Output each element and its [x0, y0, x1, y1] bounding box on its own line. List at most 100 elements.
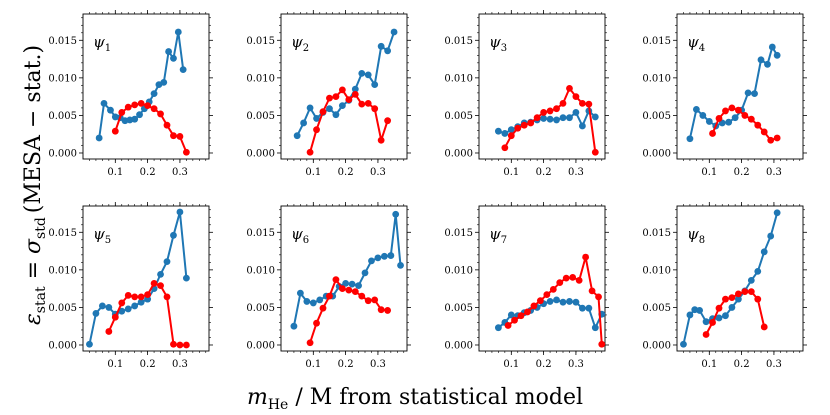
red-point: [767, 136, 775, 144]
blue-point: [546, 115, 554, 123]
y-tick-label: 0.015: [246, 228, 275, 239]
red-point: [338, 285, 346, 293]
red-point: [364, 100, 372, 107]
blue-point: [507, 126, 515, 134]
red-series-line: [114, 102, 188, 153]
red-point: [313, 126, 320, 134]
blue-point: [387, 252, 395, 259]
panel-label: ψ6: [291, 225, 309, 246]
red-series-line: [507, 256, 603, 345]
blue-point: [572, 298, 580, 306]
blue-point: [150, 90, 158, 98]
blue-point: [760, 248, 768, 256]
panel-frame: [676, 13, 804, 160]
y-tick-label: 0.000: [444, 340, 473, 351]
y-tick-label: 0.015: [246, 36, 275, 47]
blue-point: [725, 118, 733, 126]
x-axis-title: mHe / M from statistical model: [247, 385, 583, 413]
blue-point: [174, 28, 182, 36]
y-tick-label: 0.005: [642, 303, 671, 314]
red-point: [163, 293, 171, 301]
x-tick-label: 0.1: [107, 167, 123, 178]
red-point: [760, 323, 768, 331]
red-point: [170, 132, 177, 140]
panel-6: 0.000 0.005 0.010 0.015 0.1 0.2 0.3 ψ6: [246, 202, 411, 370]
blue-point: [176, 208, 184, 216]
red-point: [182, 341, 190, 349]
red-point: [715, 304, 723, 312]
red-point: [709, 130, 716, 137]
red-point: [358, 292, 366, 300]
red-point: [524, 308, 531, 316]
blue-point: [348, 280, 356, 288]
panel-5: 0.000 0.005 0.010 0.015 0.1 0.2 0.3 ψ5: [48, 202, 213, 370]
red-point: [338, 86, 346, 94]
red-point: [728, 104, 736, 112]
blue-point: [715, 314, 723, 322]
red-point: [578, 100, 586, 107]
panel-label: ψ5: [93, 225, 111, 246]
blue-point: [107, 106, 114, 114]
red-point: [313, 319, 320, 327]
red-point: [319, 108, 327, 116]
x-tick-label: 0.2: [536, 167, 552, 178]
blue-point: [351, 85, 359, 93]
blue-point: [494, 324, 502, 332]
y-tick-label: 0.015: [642, 36, 671, 47]
panel-2: 0.000 0.005 0.010 0.015 0.1 0.2 0.3 ψ2: [246, 10, 411, 178]
red-point: [549, 285, 557, 293]
red-point: [760, 128, 768, 136]
red-point: [773, 134, 781, 142]
red-point: [332, 276, 340, 284]
blue-point: [165, 48, 173, 55]
y-tick-label: 0.000: [48, 340, 77, 351]
blue-point: [95, 134, 103, 142]
red-point: [163, 121, 171, 129]
blue-point: [137, 298, 145, 306]
blue-point: [553, 116, 560, 124]
blue-point: [303, 298, 311, 305]
blue-point: [316, 296, 324, 304]
panel-frame: [478, 205, 606, 352]
red-point: [591, 148, 599, 156]
panel-frame: [280, 13, 408, 160]
blue-point: [686, 311, 694, 319]
red-point: [377, 136, 385, 144]
red-point: [527, 119, 535, 127]
red-point: [722, 107, 729, 115]
red-point: [182, 148, 190, 156]
red-point: [137, 100, 145, 107]
red-point: [569, 273, 577, 281]
blue-point: [686, 135, 694, 143]
blue-point: [300, 119, 308, 127]
red-point: [540, 109, 548, 116]
y-tick-label: 0.010: [642, 73, 671, 84]
red-point: [131, 101, 139, 109]
red-point: [345, 96, 353, 104]
blue-point: [767, 232, 775, 240]
red-point: [144, 291, 152, 299]
red-point: [517, 312, 525, 320]
blue-point: [702, 318, 710, 326]
blue-point: [86, 340, 93, 348]
y-tick-label: 0.005: [246, 303, 275, 314]
y-tick-label: 0.000: [246, 340, 275, 351]
red-point: [536, 297, 544, 305]
red-point: [507, 132, 515, 140]
blue-point: [98, 302, 106, 310]
red-point: [722, 295, 729, 303]
red-point: [741, 288, 749, 296]
x-tick-label: 0.3: [568, 359, 584, 370]
red-point: [111, 313, 119, 321]
red-point: [728, 294, 736, 302]
blue-point: [306, 104, 314, 112]
x-tick-label: 0.2: [734, 167, 750, 178]
blue-point: [397, 261, 404, 269]
blue-point: [371, 81, 379, 89]
x-tick-label: 0.2: [536, 359, 552, 370]
blue-point: [118, 307, 126, 315]
y-tick-label: 0.005: [48, 111, 77, 122]
x-tick-label: 0.1: [503, 167, 519, 178]
y-tick-label: 0.010: [246, 265, 275, 276]
